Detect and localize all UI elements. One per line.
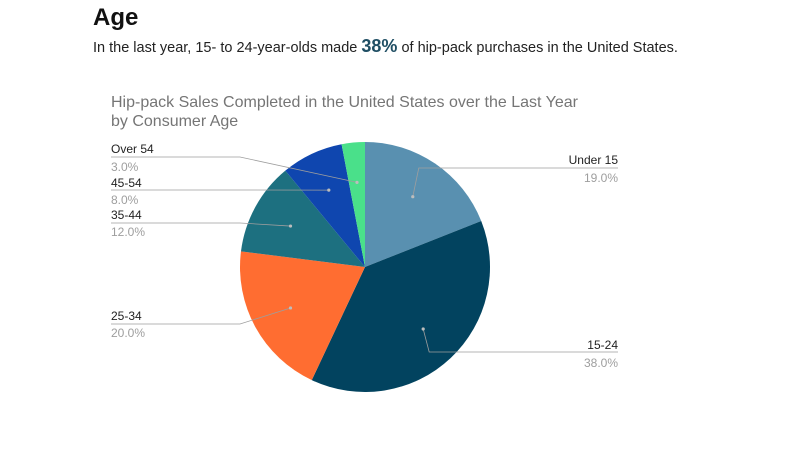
slice-label-25-34: 25-34 [111,309,142,323]
chart-title: Hip-pack Sales Completed in the United S… [111,94,578,130]
pie-slice-15-24 [311,220,490,393]
leader-dot-25-34 [288,306,293,310]
leader-dot-45-54 [327,188,331,192]
leader-line-25-34 [111,307,291,325]
slice-value-over-54: 3.0% [111,160,139,174]
leader-line-under-15 [412,167,618,197]
leader-line-15-24 [422,328,618,353]
slice-value-under-15: 19.0% [584,171,618,185]
slice-label-15-24: 15-24 [587,338,618,352]
pie-slice-under-15 [365,142,482,267]
leader-line-35-44 [111,222,291,227]
slice-label-35-44: 35-44 [111,208,142,222]
leader-dot-15-24 [421,327,425,331]
pie-slice-45-54 [285,144,365,267]
subtitle-text-after: of hip-pack purchases in the United Stat… [397,40,678,56]
leader-dot-35-44 [288,224,293,228]
slice-value-45-54: 8.0% [111,193,139,207]
slice-label-under-15: Under 15 [569,153,619,167]
page-subtitle: In the last year, 15- to 24-year-olds ma… [93,36,678,57]
pie-slice-over-54 [341,142,365,267]
slice-value-25-34: 20.0% [111,326,145,340]
leader-dot-over-54 [355,180,359,184]
leader-dot-under-15 [411,195,415,199]
slice-label-over-54: Over 54 [111,142,154,156]
slice-label-45-54: 45-54 [111,176,142,190]
pie-slice-25-34 [240,251,365,381]
subtitle-highlight-value: 38% [361,36,398,56]
pie-slice-35-44 [240,170,365,267]
slice-value-35-44: 12.0% [111,225,145,239]
page-title: Age [93,4,139,31]
subtitle-text-before: In the last year, 15- to 24-year-olds ma… [93,40,362,56]
leader-line-over-54 [111,156,358,183]
slice-value-15-24: 38.0% [584,356,618,370]
